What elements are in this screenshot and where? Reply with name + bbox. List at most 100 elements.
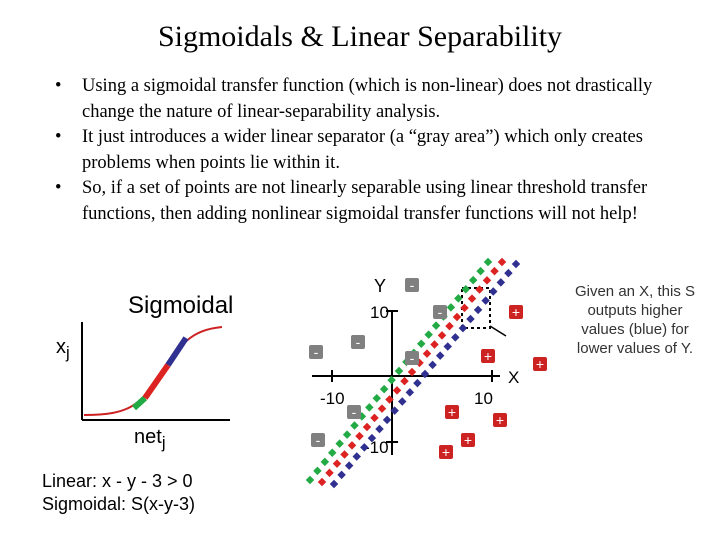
minus-point-box (309, 345, 323, 359)
sigmoid-red-segment (142, 363, 171, 400)
x-axis-label-main: net (134, 426, 162, 448)
blue-band-diamond (504, 268, 513, 278)
red-band-diamond (497, 257, 507, 267)
plus-point: + (445, 404, 459, 420)
blue-band-diamond (375, 424, 384, 434)
bullet-marker: • (55, 76, 62, 96)
green-band-diamond (424, 330, 433, 339)
plus-point-box (509, 305, 523, 319)
sigmoid-green-segment (131, 395, 148, 411)
blue-band-diamond (466, 314, 475, 324)
blue-band-diamond (481, 296, 490, 305)
bullet-text: It just introduces a wider linear separa… (82, 127, 643, 173)
bullet-text: So, if a set of points are not linearly … (82, 178, 648, 224)
scatter-tick-label-y-neg: -10 (364, 438, 389, 457)
green-band-diamond (417, 339, 426, 348)
pointer-line (489, 325, 507, 337)
scatter-y-label: Y (374, 276, 386, 296)
green-band-diamond (320, 457, 330, 467)
red-band-diamond (452, 312, 462, 322)
red-band-diamond (422, 349, 432, 358)
green-band-diamond (387, 375, 396, 385)
green-band-diamond (454, 294, 463, 303)
blue-band-diamond (382, 415, 392, 425)
red-band-diamond (430, 340, 439, 349)
bullet-marker: • (55, 178, 62, 198)
minus-point-label: - (356, 334, 361, 350)
red-band-diamond (407, 367, 417, 377)
blue-band-diamond (360, 443, 369, 452)
green-band-diamond (372, 394, 381, 403)
separator-bands (305, 257, 521, 489)
red-band-diamond (475, 285, 484, 294)
blue-band-diamond (344, 461, 354, 470)
plus-point-box (481, 349, 495, 363)
minus-point: - (347, 404, 361, 420)
scatter-x-label: X (508, 368, 519, 387)
bullet-item: • It just introduces a wider linear separ… (52, 125, 682, 176)
blue-band-diamond (435, 351, 445, 360)
minus-point: - (433, 304, 447, 320)
green-band-diamond (461, 285, 470, 294)
green-band-diamond (379, 384, 389, 394)
blue-band-diamond (443, 342, 452, 351)
minus-point-label: - (316, 432, 321, 448)
plus-point-label: + (448, 404, 456, 420)
plus-point-label: + (536, 356, 544, 372)
plus-point-box (493, 413, 507, 427)
green-band-diamond (305, 475, 315, 485)
blue-band-diamond (428, 360, 437, 370)
plus-point-label: + (464, 432, 472, 448)
blue-band-diamond (473, 305, 483, 315)
plus-point-label: + (512, 304, 520, 320)
bullet-list: • Using a sigmoidal transfer function (wh… (52, 74, 682, 227)
formula-block: Linear: x - y - 3 > 0 Sigmoidal: S(x-y-3… (42, 470, 195, 516)
bullet-item: • Using a sigmoidal transfer function (wh… (52, 74, 682, 125)
plus-point-box (445, 405, 459, 419)
green-band-diamond (328, 448, 337, 457)
blue-band-diamond (405, 388, 415, 397)
y-axis-label-main: x (56, 336, 66, 358)
red-band-diamond (490, 266, 499, 276)
bullet-text: Using a sigmoidal transfer function (whi… (82, 76, 653, 122)
formula-linear: Linear: x - y - 3 > 0 (42, 471, 193, 491)
formula-sigmoidal: Sigmoidal: S(x-y-3) (42, 494, 196, 514)
x-axis-label: netj (134, 426, 166, 453)
green-band-diamond (342, 430, 352, 439)
plus-point: + (461, 432, 475, 448)
red-band-diamond (460, 303, 469, 313)
minus-point-box (351, 335, 365, 349)
red-band-diamond (340, 450, 349, 459)
y-axis-label: xj (56, 336, 70, 363)
blue-band-diamond (496, 278, 506, 287)
slide-title: Sigmoidals & Linear Separability (157, 20, 563, 53)
blue-band-diamond (337, 470, 346, 480)
red-band-diamond (400, 376, 409, 386)
minus-point-box (311, 433, 325, 447)
blue-band-diamond (390, 406, 399, 415)
plus-point: + (439, 444, 453, 460)
minus-point: - (311, 432, 325, 448)
minus-point: - (405, 350, 419, 366)
blue-band-diamond (489, 287, 498, 296)
plus-point-box (461, 433, 475, 447)
minus-point-box (405, 278, 419, 292)
green-band-diamond (365, 403, 374, 412)
blue-band-diamond (458, 323, 468, 333)
green-band-diamond (483, 257, 493, 267)
green-band-diamond (476, 266, 485, 276)
minus-point: - (309, 344, 323, 360)
plus-point: + (493, 412, 507, 428)
red-band-diamond (332, 459, 342, 468)
scatter-tick-label-y-pos: 10 (370, 303, 389, 322)
minus-point-label: - (410, 350, 415, 366)
plus-point: + (509, 304, 523, 320)
green-band-diamond (313, 466, 322, 476)
green-band-diamond (431, 321, 441, 330)
red-band-diamond (482, 276, 492, 285)
minus-point-box (347, 405, 361, 419)
blue-band-diamond (352, 452, 361, 461)
red-band-diamond (445, 321, 454, 331)
green-band-diamond (446, 303, 456, 312)
